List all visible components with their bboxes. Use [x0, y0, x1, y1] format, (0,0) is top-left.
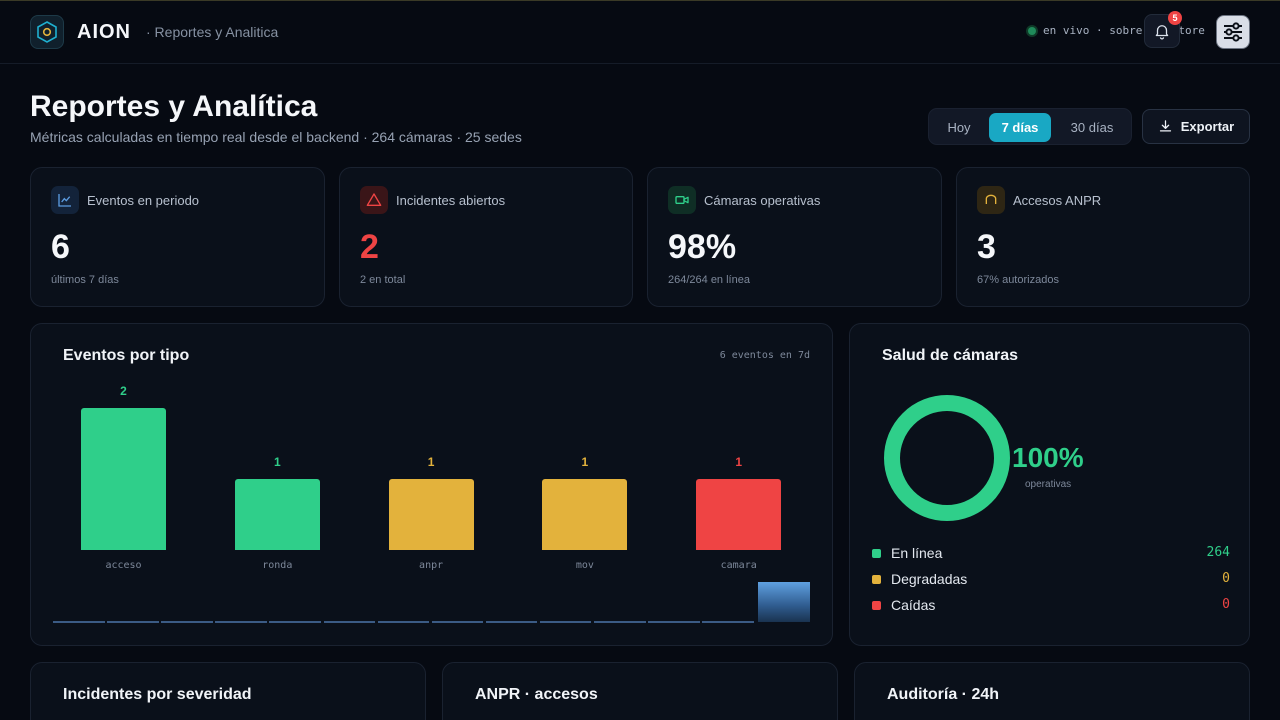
kpi-label: Cámaras operativas [704, 193, 821, 208]
trend-bar [107, 621, 159, 623]
bell-icon [1155, 25, 1169, 40]
incidents-by-severity-card: Incidentes por severidad [30, 662, 426, 720]
range-30d-button[interactable]: 30 días [1070, 120, 1114, 135]
bar-category-label: mov [575, 560, 594, 571]
kpi-card-anpr: Accesos ANPR 3 67% autorizados [956, 167, 1250, 307]
health-percent: 100% [1012, 442, 1084, 473]
legend-label: En línea [891, 545, 943, 561]
page-title: Reportes y Analítica [30, 90, 318, 123]
legend-count: 264 [1206, 545, 1230, 560]
live-indicator-icon [1028, 26, 1036, 35]
trend-bar [53, 621, 105, 623]
bar-ronda[interactable] [234, 479, 320, 550]
down-dot-icon [872, 601, 881, 610]
severity-card-title: Incidentes por severidad [63, 686, 252, 703]
bar-mov[interactable] [542, 479, 628, 550]
kpi-value: 3 [977, 228, 996, 266]
bar-category-label: ronda [262, 560, 293, 571]
kpi-card-cameras: Cámaras operativas 98% 264/264 en línea [647, 167, 942, 307]
trend-bar [594, 621, 646, 623]
live-status-label: en vivo · sobre [1043, 24, 1143, 37]
kpi-value: 98% [668, 228, 737, 266]
warning-triangle-icon [360, 186, 388, 214]
legend-count: 0 [1222, 571, 1230, 586]
trend-bar [269, 621, 321, 623]
trend-bar [215, 621, 267, 623]
live-status-tail: tore [1178, 24, 1205, 37]
breadcrumb: · Reportes y Analitica [146, 24, 279, 40]
top-bar: AION · Reportes y Analitica [0, 0, 1280, 64]
trend-bar [702, 621, 754, 623]
range-today-button[interactable]: Hoy [947, 120, 971, 135]
kpi-value: 6 [51, 228, 70, 266]
legend-row-degraded: Degradadas 0 [872, 570, 1230, 590]
bar-value-label: 2 [120, 384, 127, 398]
bar-anpr[interactable] [388, 479, 474, 550]
degraded-dot-icon [872, 575, 881, 584]
bar-value-label: 1 [581, 455, 589, 469]
settings-button[interactable] [1216, 15, 1250, 49]
events-card-title: Eventos por tipo [63, 347, 190, 364]
trend-bar [648, 621, 700, 623]
range-7d-button[interactable]: 7 días [989, 113, 1051, 142]
camera-health-donut [884, 395, 1010, 521]
events-by-type-card: Eventos por tipo 6 eventos en 7d 2 acceso… [30, 323, 833, 646]
health-percent-label: operativas [1025, 479, 1072, 490]
export-button[interactable]: Exportar [1142, 109, 1250, 144]
audit-card-title: Auditoría · 24h [887, 686, 1000, 703]
bar-camara[interactable] [696, 479, 782, 550]
kpi-note: últimos 7 días [51, 274, 119, 286]
brand-name[interactable]: AION [77, 20, 131, 43]
kpi-card-events: Eventos en periodo 6 últimos 7 días [30, 167, 325, 307]
trend-bar [431, 621, 484, 623]
page-subtitle: Métricas calculadas en tiempo real desde… [30, 129, 522, 145]
download-icon [1159, 120, 1171, 132]
legend-label: Caídas [891, 597, 936, 613]
bar-value-label: 1 [427, 455, 435, 469]
trend-bar-active [758, 582, 810, 622]
aion-logo-icon[interactable] [30, 15, 64, 49]
kpi-value: 2 [360, 228, 379, 266]
events-card-note: 6 eventos en 7d [719, 350, 810, 361]
anpr-card-title: ANPR · accesos [475, 686, 598, 703]
anpr-access-card: ANPR · accesos [442, 662, 838, 720]
bar-value-label: 1 [273, 455, 281, 469]
trend-bar [161, 621, 213, 623]
legend-row-down: Caídas 0 [872, 596, 1230, 616]
trend-bar [485, 621, 538, 623]
audit-card: Auditoría · 24h [854, 662, 1250, 720]
export-label: Exportar [1180, 119, 1235, 134]
gate-icon [977, 186, 1005, 214]
kpi-note: 264/264 en línea [668, 274, 750, 286]
trend-bar [377, 621, 430, 623]
bar-category-label: acceso [105, 560, 142, 571]
kpi-label: Incidentes abiertos [396, 193, 506, 208]
health-card-title: Salud de cámaras [882, 347, 1019, 364]
kpi-label: Accesos ANPR [1013, 193, 1102, 208]
date-range-selector: Hoy 7 días 30 días [928, 108, 1132, 145]
line-chart-icon [51, 186, 79, 214]
bar-category-label: camara [720, 560, 757, 571]
kpi-note: 2 en total [360, 274, 406, 286]
donut-ring-online [884, 395, 1010, 521]
kpi-label: Eventos en periodo [87, 193, 200, 208]
notification-count-badge: 5 [1168, 11, 1182, 25]
camera-health-card: Salud de cámaras 100% operativas En líne… [849, 323, 1250, 646]
bar-category-label: anpr [419, 560, 444, 571]
events-bar-chart: 2 acceso 1 ronda 1 anpr 1 mov 1 camara [31, 324, 833, 644]
kpi-note: 67% autorizados [977, 274, 1059, 286]
legend-row-online: En línea 264 [872, 544, 1230, 564]
legend-count: 0 [1222, 597, 1230, 612]
legend-label: Degradadas [891, 571, 968, 587]
trend-bar [539, 621, 592, 623]
live-status: en vivo · sobre tore [1028, 24, 1205, 37]
kpi-card-incidents: Incidentes abiertos 2 2 en total [339, 167, 633, 307]
sliders-icon [1224, 22, 1242, 42]
online-dot-icon [872, 549, 881, 558]
trend-bar [323, 621, 375, 623]
bar-acceso[interactable] [81, 408, 166, 550]
video-camera-icon [668, 186, 696, 214]
notifications-button[interactable]: 5 [1144, 11, 1182, 48]
bar-value-label: 1 [735, 455, 743, 469]
